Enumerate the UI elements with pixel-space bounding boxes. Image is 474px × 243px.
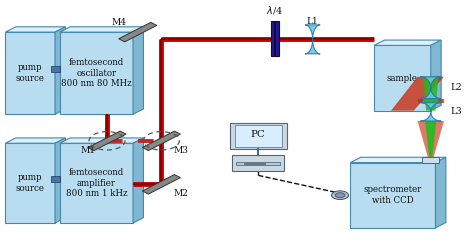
Polygon shape <box>60 138 144 143</box>
Text: L2: L2 <box>451 83 463 92</box>
Text: M3: M3 <box>174 146 189 155</box>
Polygon shape <box>142 174 181 194</box>
Polygon shape <box>55 27 65 114</box>
Text: $\lambda$/4: $\lambda$/4 <box>266 4 283 16</box>
Polygon shape <box>374 45 431 111</box>
FancyBboxPatch shape <box>235 125 282 147</box>
Polygon shape <box>142 131 181 151</box>
Polygon shape <box>418 99 444 103</box>
Polygon shape <box>374 40 441 45</box>
Polygon shape <box>350 163 436 228</box>
Polygon shape <box>420 103 441 121</box>
Polygon shape <box>305 25 320 54</box>
Polygon shape <box>5 138 65 143</box>
FancyBboxPatch shape <box>244 163 265 164</box>
Text: pump
source: pump source <box>16 63 45 83</box>
Polygon shape <box>418 121 444 159</box>
Polygon shape <box>51 176 60 182</box>
Polygon shape <box>423 99 438 103</box>
Polygon shape <box>431 40 441 111</box>
Polygon shape <box>271 21 279 56</box>
Polygon shape <box>60 27 144 32</box>
Text: L1: L1 <box>307 17 319 26</box>
FancyBboxPatch shape <box>422 157 439 163</box>
Circle shape <box>331 191 348 200</box>
Polygon shape <box>51 66 60 72</box>
Text: sample: sample <box>387 74 418 83</box>
Polygon shape <box>133 138 144 223</box>
FancyBboxPatch shape <box>230 123 287 149</box>
Polygon shape <box>133 27 144 114</box>
Polygon shape <box>436 157 446 228</box>
Polygon shape <box>350 157 446 163</box>
Text: pump
source: pump source <box>16 174 45 193</box>
Polygon shape <box>55 138 65 223</box>
Polygon shape <box>118 22 157 42</box>
Text: femtosecond
oscillator
800 nm 80 MHz: femtosecond oscillator 800 nm 80 MHz <box>61 58 132 88</box>
FancyBboxPatch shape <box>232 155 284 171</box>
Circle shape <box>335 193 345 198</box>
Polygon shape <box>274 21 276 56</box>
Text: PC: PC <box>251 130 266 139</box>
Polygon shape <box>420 77 441 99</box>
Text: M4: M4 <box>111 18 127 27</box>
Polygon shape <box>88 131 126 151</box>
Polygon shape <box>60 143 133 223</box>
Text: spectrometer
with CCD: spectrometer with CCD <box>364 185 422 205</box>
Text: M2: M2 <box>174 189 189 198</box>
Text: femtosecond
amplifier
800 nm 1 kHz: femtosecond amplifier 800 nm 1 kHz <box>65 168 127 198</box>
Polygon shape <box>60 32 133 114</box>
Polygon shape <box>423 77 438 111</box>
FancyBboxPatch shape <box>236 162 281 165</box>
Polygon shape <box>5 143 55 223</box>
Text: M1: M1 <box>81 146 96 155</box>
Polygon shape <box>391 77 444 111</box>
Polygon shape <box>425 121 437 158</box>
Text: L3: L3 <box>451 107 463 116</box>
Polygon shape <box>5 32 55 114</box>
Polygon shape <box>5 27 65 32</box>
